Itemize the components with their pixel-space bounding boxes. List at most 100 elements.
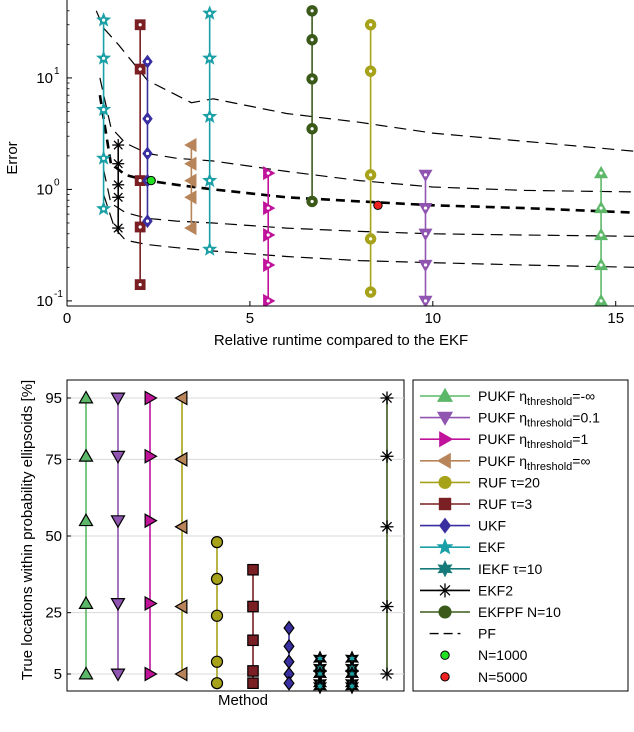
series-9-point-3-center — [423, 263, 428, 267]
series-10-point-3-center — [599, 263, 603, 267]
x-tick-label-0: 0 — [63, 310, 71, 327]
legend-entry-7: EKF — [420, 538, 505, 555]
coverage-column-9-point-3 — [380, 600, 394, 614]
series-9-point-2-center — [423, 232, 428, 236]
series-3-point-0-center — [145, 60, 150, 64]
legend-entry-5: RUF τ=3 — [420, 496, 532, 512]
legend-entry-10-label: EKFPF N=10 — [478, 604, 561, 620]
coverage-column-7 — [312, 650, 328, 695]
series-0-point-1-center — [101, 56, 106, 60]
legend-entry-2: PUKF ηthreshold=1 — [420, 431, 588, 451]
y-tick-label-1: 10 — [36, 181, 53, 198]
coverage-column-3-point-0 — [174, 390, 188, 406]
pf-curve-upper — [95, 10, 634, 152]
coverage-column-3 — [174, 390, 188, 682]
series-1 — [112, 139, 125, 235]
coverage-column-9-point-0 — [380, 391, 394, 405]
series-8 — [364, 19, 377, 298]
coverage-column-0-point-0 — [78, 390, 94, 404]
coverage-column-1-point-1 — [110, 450, 126, 464]
coverage-column-8-point-4-inner — [346, 680, 358, 693]
coverage-column-0-point-1 — [78, 448, 94, 462]
coverage-column-4-point-3 — [210, 655, 224, 668]
coverage-column-4 — [210, 536, 224, 690]
series-7-point-3-center — [310, 127, 314, 131]
pf-curve-q-high — [99, 77, 634, 193]
series-10-point-4-center — [599, 299, 603, 303]
series-5-point-1-center — [208, 56, 212, 60]
legend-entry-10-marker — [438, 605, 452, 619]
series-7 — [306, 5, 318, 208]
y-tick-exponent-2: 1 — [54, 66, 60, 77]
legend-entry-4-label: RUF τ=20 — [478, 474, 540, 490]
legend-entry-13-marker — [440, 672, 450, 682]
coverage-column-1 — [110, 392, 126, 682]
legend-entry-2-marker — [439, 431, 454, 448]
series-0-point-2-center — [101, 107, 106, 112]
legend-entry-11-label: PF — [478, 626, 496, 642]
series-2-point-4-center — [138, 283, 142, 287]
x-tick-label-2: 10 — [424, 310, 441, 327]
coverage-column-7-point-4-inner — [314, 680, 326, 693]
y-tick-label-2: 10 — [36, 70, 53, 87]
series-7-point-1-center — [310, 38, 314, 42]
series-8-point-2-center — [369, 173, 373, 177]
coverage-column-8 — [344, 650, 360, 695]
series-6 — [263, 166, 276, 306]
top-x-axis-label: Relative runtime compared to the EKF — [214, 332, 468, 349]
series-4-point-3 — [184, 190, 197, 205]
series-10-point-0-center — [599, 171, 603, 175]
legend-entry-4-marker — [438, 475, 452, 489]
series-10 — [594, 165, 609, 306]
legend-entry-6: UKF — [420, 517, 506, 534]
method-error-series — [96, 5, 609, 306]
series-3-point-2-center — [145, 151, 150, 156]
coverage-column-0 — [78, 390, 94, 680]
coverage-chart: 5 25 50 75 95 True locations within probabil… — [19, 379, 405, 709]
legend-entry-10: EKFPF N=10 — [420, 604, 561, 620]
series-7-point-4-center — [310, 199, 314, 204]
coverage-column-3-point-2 — [174, 519, 188, 535]
coverage-column-1-point-3 — [110, 597, 126, 612]
series-5-point-2-center — [208, 114, 212, 119]
legend-entries: PUKF ηthreshold=-∞PUKF ηthreshold=0.1PUK… — [420, 387, 600, 685]
series-1-point-3 — [112, 191, 125, 204]
legend-entry-11: PF — [429, 626, 496, 642]
legend-entry-6-marker — [439, 517, 451, 534]
legend-entry-1-label: PUKF ηthreshold=0.1 — [478, 410, 600, 430]
coverage-column-2-point-3 — [144, 595, 158, 612]
bottom-y-tick-label-0: 5 — [54, 666, 62, 683]
top-plot-area — [67, 0, 634, 306]
legend-entry-3-marker — [436, 452, 451, 469]
y-tick-exponent-0: -1 — [54, 289, 63, 300]
series-0-point-0-center — [101, 18, 106, 22]
series-2-point-1-center — [138, 67, 142, 71]
coverage-column-2-point-2 — [144, 513, 158, 529]
legend-entry-12: N=1000 — [440, 647, 528, 663]
series-6-point-3-center — [266, 263, 270, 267]
series-9-point-1-center — [423, 206, 428, 210]
coverage-column-4-point-1 — [210, 572, 224, 586]
legend-entry-7-marker — [436, 538, 454, 555]
coverage-column-1-point-4 — [110, 668, 126, 682]
bottom-gridlines — [67, 397, 404, 675]
series-4-point-1 — [184, 156, 197, 171]
legend-entry-12-label: N=1000 — [478, 647, 528, 663]
series-5 — [202, 5, 218, 256]
bottom-x-axis-label: Method — [218, 692, 268, 709]
coverage-column-3-point-1 — [174, 451, 188, 467]
coverage-column-5-point-1 — [247, 600, 259, 613]
legend-entry-2-label: PUKF ηthreshold=1 — [478, 431, 588, 451]
bottom-y-axis-label: True locations within probability ellips… — [19, 380, 36, 680]
coverage-column-2 — [144, 390, 158, 682]
legend-entry-8-marker — [437, 559, 453, 578]
pf-curve-median — [98, 94, 634, 214]
coverage-column-6-point-0 — [283, 620, 295, 636]
coverage-column-6-point-4 — [283, 675, 295, 691]
series-0 — [96, 12, 112, 216]
series-5-point-0-center — [208, 11, 212, 15]
series-6-point-1-center — [266, 206, 270, 210]
coverage-column-5-point-0 — [247, 563, 259, 576]
coverage-column-3-point-3 — [174, 598, 188, 615]
legend-entry-3: PUKF ηthreshold=∞ — [420, 452, 590, 473]
